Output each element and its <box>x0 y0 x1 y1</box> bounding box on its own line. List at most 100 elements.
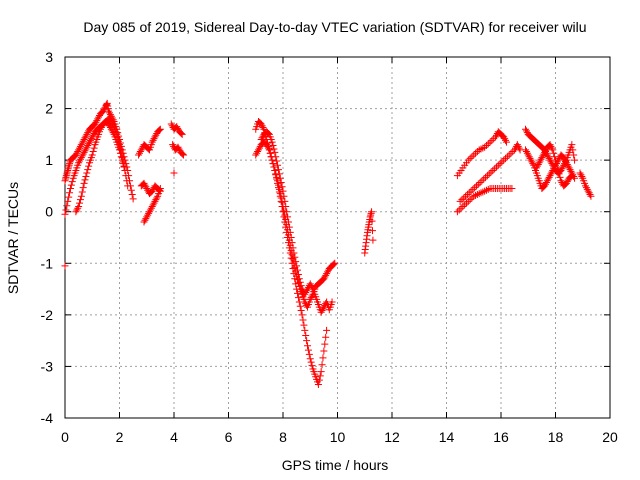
data-point <box>137 146 145 154</box>
data-point <box>298 311 306 319</box>
data-point <box>583 185 591 193</box>
data-point <box>286 228 294 236</box>
data-point <box>307 282 315 290</box>
data-point <box>316 372 324 380</box>
data-point <box>116 141 123 149</box>
data-point <box>83 143 91 151</box>
data-point <box>480 175 488 183</box>
data-point <box>84 129 92 137</box>
data-point <box>482 142 490 150</box>
data-point <box>496 160 504 168</box>
data-point <box>148 203 156 211</box>
data-point <box>121 166 129 174</box>
data-point <box>266 149 274 157</box>
data-point <box>63 202 71 210</box>
data-point <box>456 197 464 205</box>
y-tick-label: 3 <box>45 49 53 65</box>
data-point <box>86 136 94 144</box>
data-point <box>464 156 472 164</box>
data-point <box>113 130 121 138</box>
data-point <box>81 176 89 184</box>
data-point <box>76 199 84 207</box>
data-point <box>368 217 376 225</box>
data-point <box>564 162 572 170</box>
data-point <box>178 149 186 157</box>
data-point <box>528 158 536 166</box>
data-point <box>552 156 559 164</box>
data-point <box>465 189 473 197</box>
data-point <box>297 307 305 315</box>
data-point <box>584 187 592 195</box>
data-point <box>565 164 573 172</box>
data-point <box>82 172 90 180</box>
data-point <box>155 127 163 135</box>
data-point <box>483 172 491 180</box>
data-point <box>571 156 579 164</box>
data-point <box>541 148 549 156</box>
data-point <box>550 149 558 157</box>
y-axis-label: SDTVAR / TECUs <box>5 182 21 294</box>
data-point <box>460 194 468 202</box>
data-point <box>323 270 331 278</box>
data-point <box>527 156 535 164</box>
data-point <box>105 107 113 115</box>
data-point <box>145 208 153 216</box>
data-point <box>269 160 277 168</box>
data-point <box>542 180 550 188</box>
data-point <box>292 258 300 266</box>
data-point <box>308 362 316 370</box>
data-point <box>472 149 480 157</box>
data-point <box>482 173 490 181</box>
data-point <box>318 307 326 315</box>
data-point <box>476 178 484 186</box>
data-point <box>270 145 278 153</box>
data-point <box>500 156 508 164</box>
data-point <box>151 197 159 205</box>
data-point <box>581 182 589 190</box>
data-point <box>259 123 267 131</box>
data-point <box>369 236 377 244</box>
data-point <box>561 157 569 165</box>
data-point <box>135 151 143 159</box>
y-tick-label: -2 <box>41 307 54 323</box>
data-point <box>533 162 541 170</box>
data-point <box>479 188 487 196</box>
data-point <box>481 143 489 151</box>
data-point <box>546 172 554 180</box>
data-point <box>156 125 164 133</box>
data-point <box>301 290 309 298</box>
data-point <box>303 287 311 295</box>
data-point <box>76 157 84 165</box>
data-point <box>287 234 295 241</box>
data-point <box>484 185 492 193</box>
data-point <box>321 340 329 348</box>
data-point <box>457 204 465 212</box>
x-tick-label: 0 <box>61 429 69 445</box>
data-point <box>75 146 83 154</box>
data-point <box>548 144 556 152</box>
data-point <box>522 146 530 154</box>
data-point <box>173 123 181 131</box>
data-point <box>76 142 84 150</box>
data-point <box>321 273 329 281</box>
data-point <box>274 161 282 169</box>
data-point <box>78 188 86 196</box>
data-point <box>283 208 291 216</box>
data-point <box>254 148 262 156</box>
data-point <box>568 172 576 180</box>
data-point <box>156 185 164 193</box>
data-points-layer <box>61 99 595 388</box>
data-point <box>294 266 302 274</box>
data-point <box>264 129 272 137</box>
data-point <box>305 350 313 358</box>
data-point <box>566 173 574 181</box>
data-point <box>284 218 292 226</box>
data-point <box>72 151 80 159</box>
data-point <box>152 131 160 139</box>
data-point <box>302 289 310 297</box>
data-point <box>177 129 185 137</box>
data-point <box>141 216 149 224</box>
data-point <box>100 105 108 113</box>
data-point <box>562 159 570 167</box>
data-point <box>306 295 314 303</box>
